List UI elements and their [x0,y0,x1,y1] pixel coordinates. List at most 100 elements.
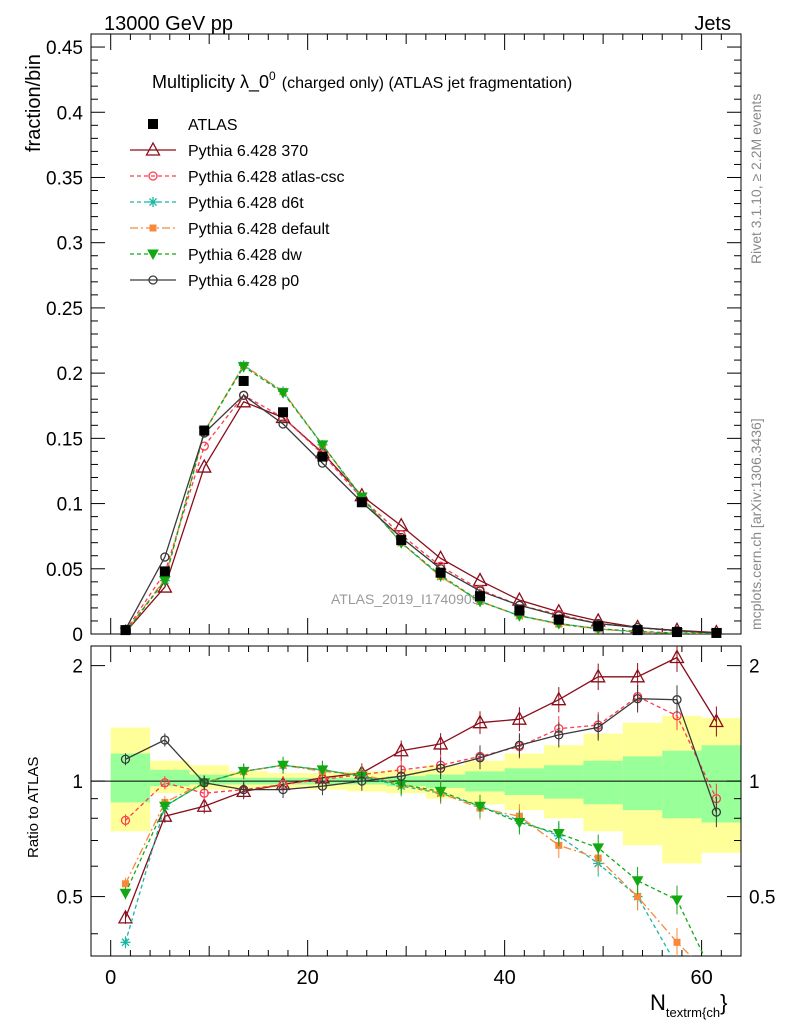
series-dw-ratio-point [671,895,683,906]
series-370-ratio-point [157,807,173,822]
legend-entry: Pythia 6.428 dw [130,247,302,264]
series-dw-ratio-point [513,817,526,829]
legend-label: Pythia 6.428 370 [188,143,308,160]
series-370-point [433,549,449,564]
series-p0-ratio-point [199,778,209,788]
series-370-point [472,572,488,587]
ratio-y-tick-label-right: 1 [749,772,760,793]
atlas-data-point [711,627,722,638]
series-dw-point [159,576,171,587]
series-dw-ratio-point [631,876,644,887]
series-p0-point [278,419,288,429]
legend-marker-stroke [149,198,157,206]
series-dw-ratio-point [474,801,486,813]
series-atlas-csc-ratio-point [160,778,170,788]
series-p0-point [239,390,249,400]
series-dw-ratio-point [711,978,721,987]
series-370-ratio-point [117,909,134,924]
mcplots-label: mcplots.cern.ch [arXiv:1306.3436] [748,418,764,630]
series-p0-ratio-point [711,807,722,817]
series-370-point [196,458,212,473]
series-370-ratio-point [511,710,528,725]
series-p0-ratio-point [554,730,564,740]
series-p0-ratio-point [160,735,170,745]
header-process: Jets [694,13,731,35]
ratio-y-tick-label: 2 [72,657,83,678]
atlas-data-point [120,625,131,636]
atlas-data-point [159,566,170,577]
series-p0-ratio-point [239,784,249,795]
y-tick-label: 0.35 [46,168,83,189]
y-tick-label: 0.25 [46,299,83,320]
legend-label: Pythia 6.428 atlas-csc [188,169,345,186]
legend-entry: ATLAS [148,117,238,134]
legend-marker [147,249,159,261]
x-axis-label-sub: textrm{ch [666,1005,720,1020]
series-atlas-csc-line [124,394,717,634]
series-p0-ratio-point [514,740,525,750]
series-dw-ratio-point [159,801,171,813]
series-370-ratio-point [590,668,606,683]
series-d6t-ratio-line [124,764,673,956]
atlas-data-point [317,451,328,462]
stat-band-green [662,750,702,819]
series-dw-ratio-point [316,765,329,776]
stat-band-green [583,760,623,805]
stat-band-green [701,745,741,823]
legend-marker [149,224,157,232]
plot-title: Multiplicity λ_00 (charged only) (ATLAS j… [152,69,572,93]
atlas-data-point [278,407,289,418]
series-default-ratio-point [634,893,642,901]
y-tick-label: 0.1 [57,495,83,516]
legend: ATLAS Pythia 6.428 370 Pythia 6.428 atlas-… [130,117,345,290]
series-dw-point [316,440,329,451]
series-atlas-csc-ratio-line [125,695,717,821]
ratio-y-tick-label-right: 0.5 [749,888,775,909]
atlas-data-point [356,497,367,508]
series-default-ratio-line [124,764,692,956]
y-tick-label: 0 [72,625,83,646]
series-d6t-ratio-point-stroke [121,938,130,947]
legend-entry: Pythia 6.428 370 [130,141,308,160]
legend-label: ATLAS [188,117,238,134]
series-p0-ratio-point [120,754,131,764]
x-tick-label: 60 [690,967,712,989]
atlas-data-point [435,567,446,578]
series-p0-ratio-point [278,784,288,795]
series-370-ratio-point [472,714,488,729]
plot-title-sup: 0 [269,69,276,83]
series-atlas-csc-ratio-point [120,815,131,826]
y-tick-label: 0.45 [46,38,83,59]
series-d6t-ratio-point [672,961,682,971]
atlas-data-point [475,591,486,602]
atlas-data-point [671,627,682,638]
series-370-point [236,393,252,408]
series-370-ratio-point [551,691,567,706]
legend-marker [148,119,158,129]
series-d6t-ratio-point [120,937,131,948]
stat-band-green [504,768,545,795]
x-axis-label: Ntextrm{ch} [650,990,727,1020]
series-default-ratio-point [673,938,681,946]
series-p0-ratio-point [435,763,446,773]
legend-entry: Pythia 6.428 default [130,221,330,238]
series-p0-ratio-point [593,722,603,733]
series-dw-ratio-point [119,888,132,900]
y-axis-label: fraction/bin [23,54,45,152]
series-dw-ratio-line [124,764,705,956]
x-tick-label: 40 [494,967,516,989]
legend-label: Pythia 6.428 p0 [188,273,299,290]
series-default-ratio-point [713,978,720,985]
y-tick-label: 0.2 [57,364,83,385]
plot-title-rest: (charged only) (ATLAS jet fragmentation) [282,75,573,92]
series-dw-ratio-point [552,829,565,840]
ratio-plot-area: 0 20 40 60 0.5 0.5 1 1 2 2 [57,645,775,989]
legend-marker [148,275,158,285]
series-p0-ratio-point [396,771,406,781]
series-dw-ratio-point [237,766,250,778]
x-axis-label-main: N [650,990,666,1015]
series-dw-ratio-point [277,760,289,772]
ratio-y-axis-label: Ratio to ATLAS [25,757,42,858]
series-370-ratio-line [124,656,717,919]
